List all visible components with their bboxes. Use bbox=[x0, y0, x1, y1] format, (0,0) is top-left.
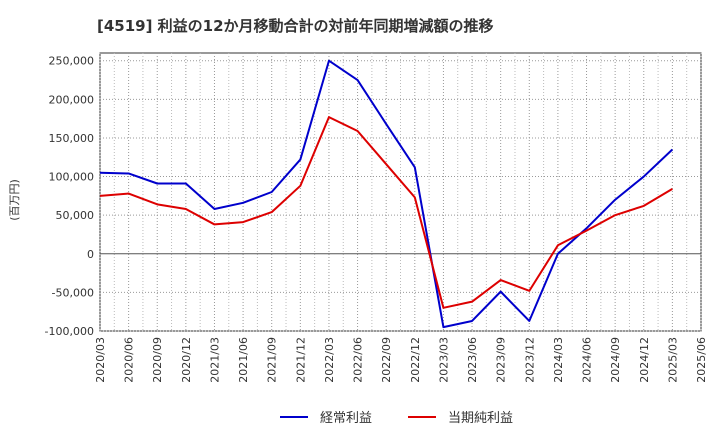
x-tick-label: 2025/03 bbox=[666, 337, 679, 383]
y-tick-label: 250,000 bbox=[49, 55, 95, 68]
legend-label: 当期純利益 bbox=[448, 411, 513, 426]
x-tick-label: 2024/06 bbox=[581, 337, 594, 383]
y-axis-label: (百万円) bbox=[8, 179, 21, 221]
x-tick-label: 2024/12 bbox=[638, 337, 651, 383]
y-tick-label: -100,000 bbox=[45, 325, 94, 338]
x-tick-label: 2022/06 bbox=[352, 337, 365, 383]
x-axis: 2020/03 2020/06 2020/09 2020/12 2021/03 2021/… bbox=[94, 337, 708, 383]
x-tick-label: 2020/09 bbox=[151, 337, 164, 383]
x-tick-label: 2022/12 bbox=[409, 337, 422, 383]
x-tick-label: 2025/06 bbox=[695, 337, 708, 383]
x-tick-label: 2023/09 bbox=[495, 337, 508, 383]
x-tick-label: 2023/12 bbox=[523, 337, 536, 383]
x-tick-label: 2021/03 bbox=[208, 337, 221, 383]
x-tick-label: 2021/06 bbox=[237, 337, 250, 383]
series-group bbox=[99, 59, 674, 329]
x-tick-label: 2020/03 bbox=[94, 337, 107, 383]
y-tick-label: 0 bbox=[87, 248, 94, 261]
x-tick-label: 2023/03 bbox=[437, 337, 450, 383]
x-tick-label: 2020/12 bbox=[180, 337, 193, 383]
y-tick-label: 150,000 bbox=[49, 132, 95, 145]
y-tick-label: 50,000 bbox=[56, 209, 95, 222]
y-tick-label: -50,000 bbox=[52, 286, 94, 299]
x-tick-label: 2024/03 bbox=[552, 337, 565, 383]
x-tick-label: 2022/09 bbox=[380, 337, 393, 383]
x-tick-label: 2021/12 bbox=[294, 337, 307, 383]
series-line-1 bbox=[99, 59, 674, 329]
x-tick-label: 2020/06 bbox=[123, 337, 136, 383]
series-line-2 bbox=[99, 116, 673, 309]
legend: 経常利益 当期純利益 bbox=[280, 411, 513, 426]
y-axis: -100,000 -50,000 0 50,000 100,000 150,000 200,… bbox=[45, 55, 94, 338]
grid bbox=[99, 52, 702, 332]
y-tick-label: 200,000 bbox=[49, 93, 95, 106]
x-tick-label: 2021/09 bbox=[266, 337, 279, 383]
x-tick-label: 2024/09 bbox=[609, 337, 622, 383]
chart-title: [4519] 利益の12か月移動合計の対前年同期増減額の推移 bbox=[97, 17, 494, 35]
legend-label: 経常利益 bbox=[320, 411, 372, 426]
x-tick-label: 2023/06 bbox=[466, 337, 479, 383]
y-tick-label: 100,000 bbox=[49, 171, 95, 184]
x-tick-label: 2022/03 bbox=[323, 337, 336, 383]
